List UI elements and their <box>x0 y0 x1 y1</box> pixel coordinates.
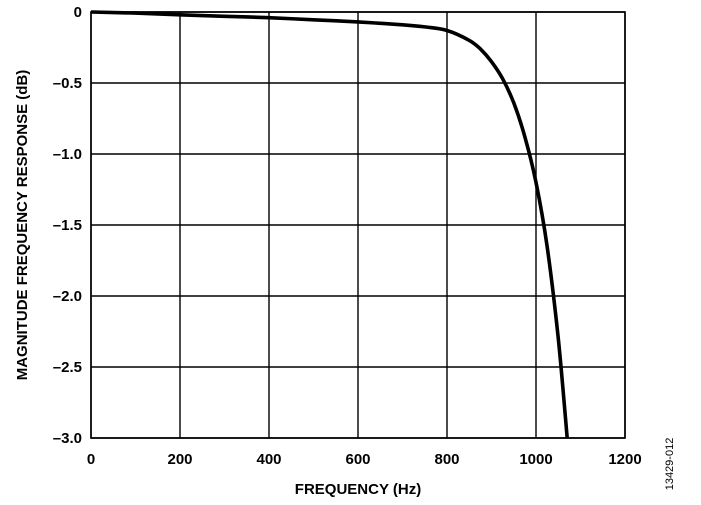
y-tick-label: –1.0 <box>53 146 82 163</box>
figure-id-label: 13429-012 <box>664 438 676 491</box>
x-tick-label: 400 <box>256 451 281 468</box>
x-tick-label: 600 <box>345 451 370 468</box>
x-tick-labels: 0 200 400 600 800 1000 1200 <box>87 451 642 468</box>
x-tick-label: 1200 <box>608 451 641 468</box>
x-tick-label: 0 <box>87 451 95 468</box>
y-tick-label: –3.0 <box>53 430 82 447</box>
x-tick-label: 1000 <box>519 451 552 468</box>
x-tick-label: 200 <box>167 451 192 468</box>
x-axis-title: FREQUENCY (Hz) <box>295 481 421 498</box>
response-curve <box>90 10 569 439</box>
y-axis-title: MAGNITUDE FREQUENCY RESPONSE (dB) <box>14 70 31 381</box>
y-tick-label: –1.5 <box>53 217 82 234</box>
x-tick-label: 800 <box>434 451 459 468</box>
y-tick-label: 0 <box>74 4 82 21</box>
y-tick-label: –2.0 <box>53 288 82 305</box>
y-tick-label: –2.5 <box>53 359 82 376</box>
series-layer <box>90 10 569 439</box>
y-tick-labels: 0 –0.5 –1.0 –1.5 –2.0 –2.5 –3.0 <box>53 4 82 447</box>
plot-frame <box>90 11 626 439</box>
y-tick-label: –0.5 <box>53 75 82 92</box>
